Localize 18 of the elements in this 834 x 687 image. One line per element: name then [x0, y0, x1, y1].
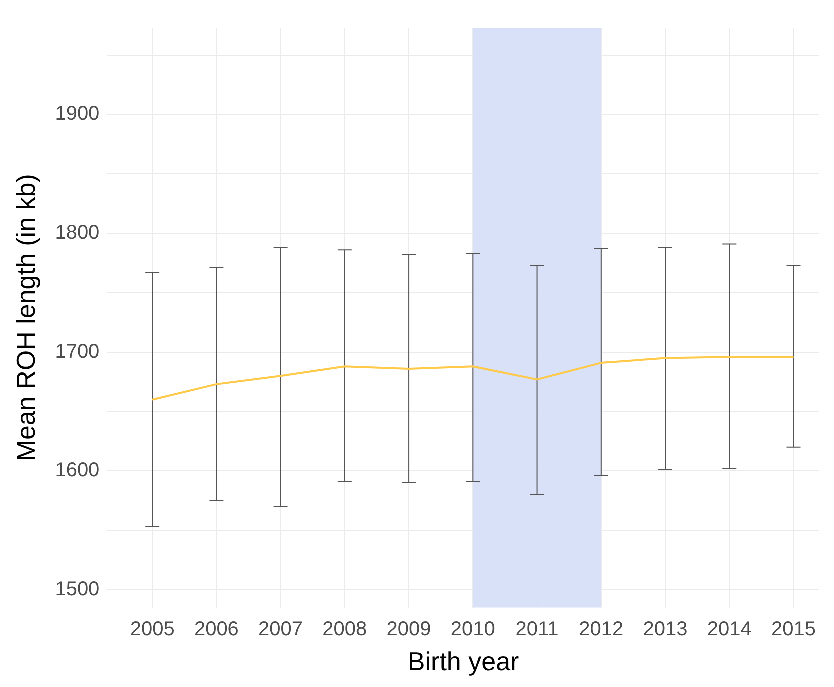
x-tick-label: 2010	[450, 618, 496, 640]
x-axis-title: Birth year	[408, 646, 520, 677]
x-tick-label: 2009	[386, 618, 432, 640]
y-tick-label: 1500	[55, 578, 100, 600]
x-tick-label: 2011	[516, 618, 559, 640]
y-tick-label: 1600	[55, 460, 100, 482]
x-tick-label: 2012	[579, 618, 624, 640]
y-tick-label: 1700	[55, 340, 100, 363]
x-tick-label: 2013	[643, 618, 688, 640]
x-tick-label: 2008	[322, 618, 368, 640]
x-tick-label: 2005	[130, 618, 175, 640]
x-tick-label: 2014	[707, 618, 752, 640]
y-axis-title: Mean ROH length (in kb)	[10, 174, 41, 462]
y-tick-label: 1900	[55, 103, 100, 126]
x-tick-label: 2006	[194, 618, 239, 640]
x-tick-label: 2007	[258, 618, 304, 640]
y-tick-label: 1800	[55, 222, 100, 244]
x-tick-label: 2015	[772, 618, 816, 640]
